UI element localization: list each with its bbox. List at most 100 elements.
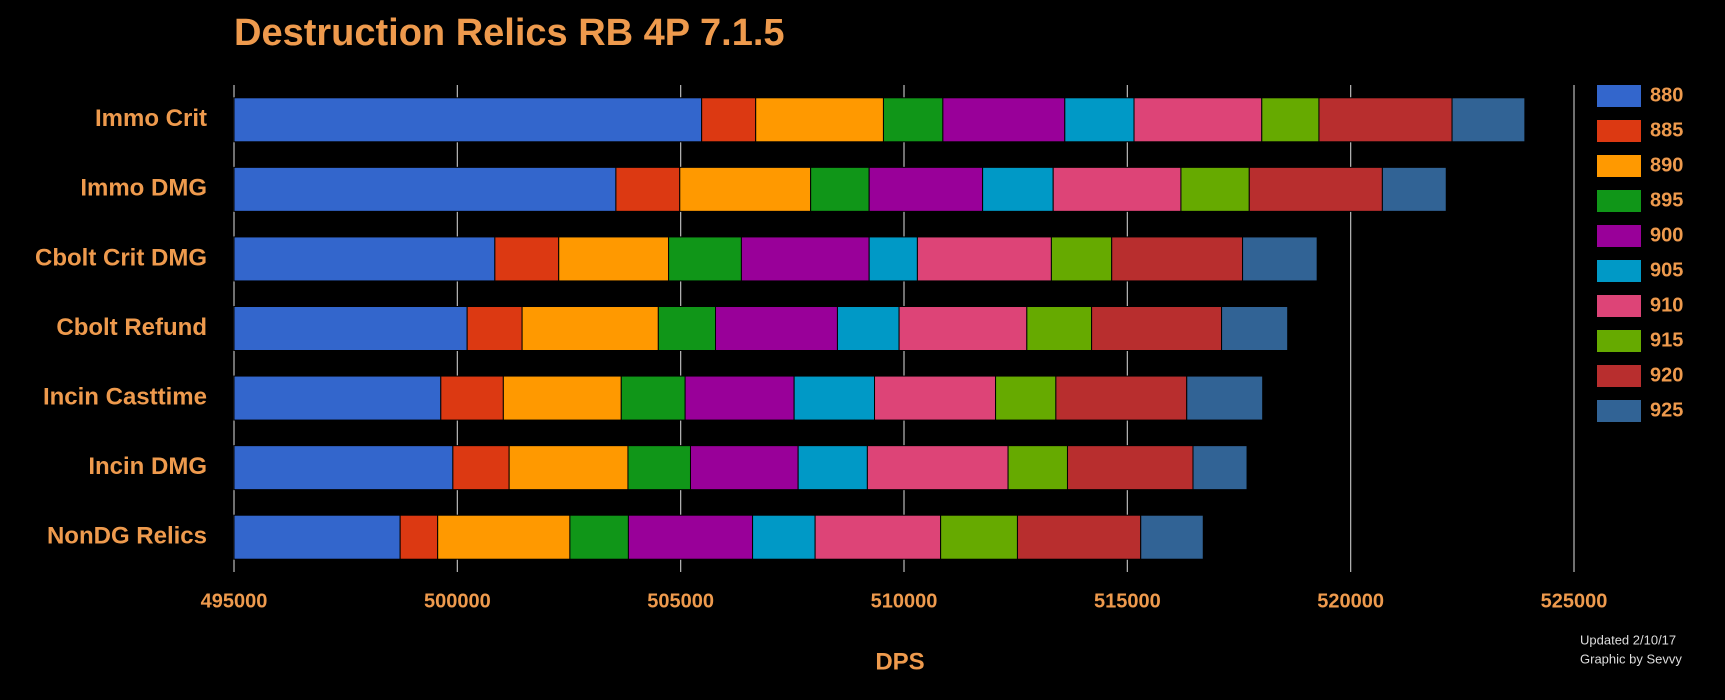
bar-segment [233, 236, 496, 282]
bar-segment [1111, 236, 1244, 282]
x-tick-label: 520000 [1317, 590, 1384, 612]
bar-segment [1192, 445, 1248, 491]
bar-segment [1221, 306, 1289, 351]
bar-segment [1052, 166, 1182, 212]
legend-label: 895 [1650, 189, 1683, 211]
bar-segment [437, 514, 571, 560]
bar-segment [620, 375, 686, 421]
y-tick-label: Cbolt Crit DMG [35, 244, 207, 271]
legend-swatch [1597, 190, 1641, 212]
x-tick-label: 525000 [1541, 590, 1608, 612]
legend-swatch [1597, 260, 1641, 282]
legend-label: 880 [1650, 84, 1683, 106]
legend-label: 910 [1650, 294, 1683, 316]
bar-segment [668, 236, 742, 282]
y-tick-label: Immo Crit [95, 105, 207, 132]
bar-segment [569, 514, 629, 560]
legend-label: 905 [1650, 259, 1683, 281]
legend-label: 920 [1650, 364, 1683, 386]
bar-segment [1180, 166, 1250, 212]
bar-segment [866, 445, 1009, 491]
bar-segment [233, 375, 442, 421]
x-tick-label: 515000 [1094, 590, 1161, 612]
bar-segment [1242, 236, 1318, 282]
bar-segment [1007, 445, 1068, 491]
bar-segment [868, 166, 984, 212]
bar-segment [558, 236, 670, 282]
x-tick-label: 510000 [871, 590, 938, 612]
bar-segment [740, 236, 870, 282]
x-tick-label: 500000 [424, 590, 491, 612]
bar-segment [508, 445, 629, 491]
legend-swatch [1597, 155, 1641, 177]
bar-segment [1064, 97, 1135, 143]
bar-segment [233, 445, 454, 491]
bar-segment [1050, 236, 1113, 282]
bar-segment [502, 375, 622, 421]
bar-segment [1140, 514, 1204, 560]
bar-segment [1261, 97, 1320, 143]
bar-segment [836, 306, 900, 351]
bar-segment [233, 514, 401, 560]
bar-segment [689, 445, 799, 491]
bar-segment [494, 236, 560, 282]
bar-segment [1026, 306, 1093, 351]
bar-segment [874, 375, 997, 421]
bar-segment [1016, 514, 1142, 560]
bar-segment [440, 375, 504, 421]
bar-segment [1186, 375, 1264, 421]
bar-segment [1133, 97, 1263, 143]
bar-segment [615, 166, 681, 212]
bar-segment [452, 445, 510, 491]
bar-segment [701, 97, 757, 143]
bar-segment [679, 166, 812, 212]
bar-segment [233, 306, 468, 351]
legend-swatch [1597, 225, 1641, 247]
legend-swatch [1597, 330, 1641, 352]
y-tick-label: Incin DMG [88, 453, 207, 480]
legend-swatch [1597, 365, 1641, 387]
bar-segment [399, 514, 439, 560]
y-tick-label: NonDG Relics [47, 523, 207, 550]
legend-label: 890 [1650, 154, 1683, 176]
legend-swatch [1597, 400, 1641, 422]
legend-label: 900 [1650, 224, 1683, 246]
bar-segment [793, 375, 876, 421]
bar-segment [982, 166, 1054, 212]
bar-segment [942, 97, 1066, 143]
bar-segment [797, 445, 868, 491]
bar-segment [898, 306, 1028, 351]
bar-segment [627, 514, 754, 560]
bar-segment [715, 306, 838, 351]
bar-segment [1381, 166, 1447, 212]
legend-label: 885 [1650, 119, 1683, 141]
bar-segment [1248, 166, 1383, 212]
bar-segment [810, 166, 870, 212]
bar-segment [868, 236, 918, 282]
legend-label: 925 [1650, 399, 1683, 421]
bar-segment [233, 166, 617, 212]
annotation: Graphic by Sevvy [1580, 651, 1682, 666]
bar-segment [1055, 375, 1188, 421]
legend-label: 915 [1650, 329, 1683, 351]
bar-segment [1091, 306, 1223, 351]
bar-segment [995, 375, 1057, 421]
bar-segment [657, 306, 717, 351]
bar-segment [882, 97, 944, 143]
bar-segment [1451, 97, 1526, 143]
bar-segment [752, 514, 816, 560]
bar-segment [627, 445, 691, 491]
chart-title: Destruction Relics RB 4P 7.1.5 [234, 12, 785, 54]
legend-swatch [1597, 85, 1641, 107]
bar-segment [233, 97, 703, 143]
legend-swatch [1597, 120, 1641, 142]
y-tick-label: Immo DMG [80, 175, 207, 202]
bar-segment [466, 306, 523, 351]
y-tick-label: Incin Casttime [43, 383, 207, 410]
bar-segment [684, 375, 795, 421]
x-tick-label: 505000 [647, 590, 714, 612]
x-tick-label: 495000 [201, 590, 268, 612]
bar-segment [1318, 97, 1453, 143]
